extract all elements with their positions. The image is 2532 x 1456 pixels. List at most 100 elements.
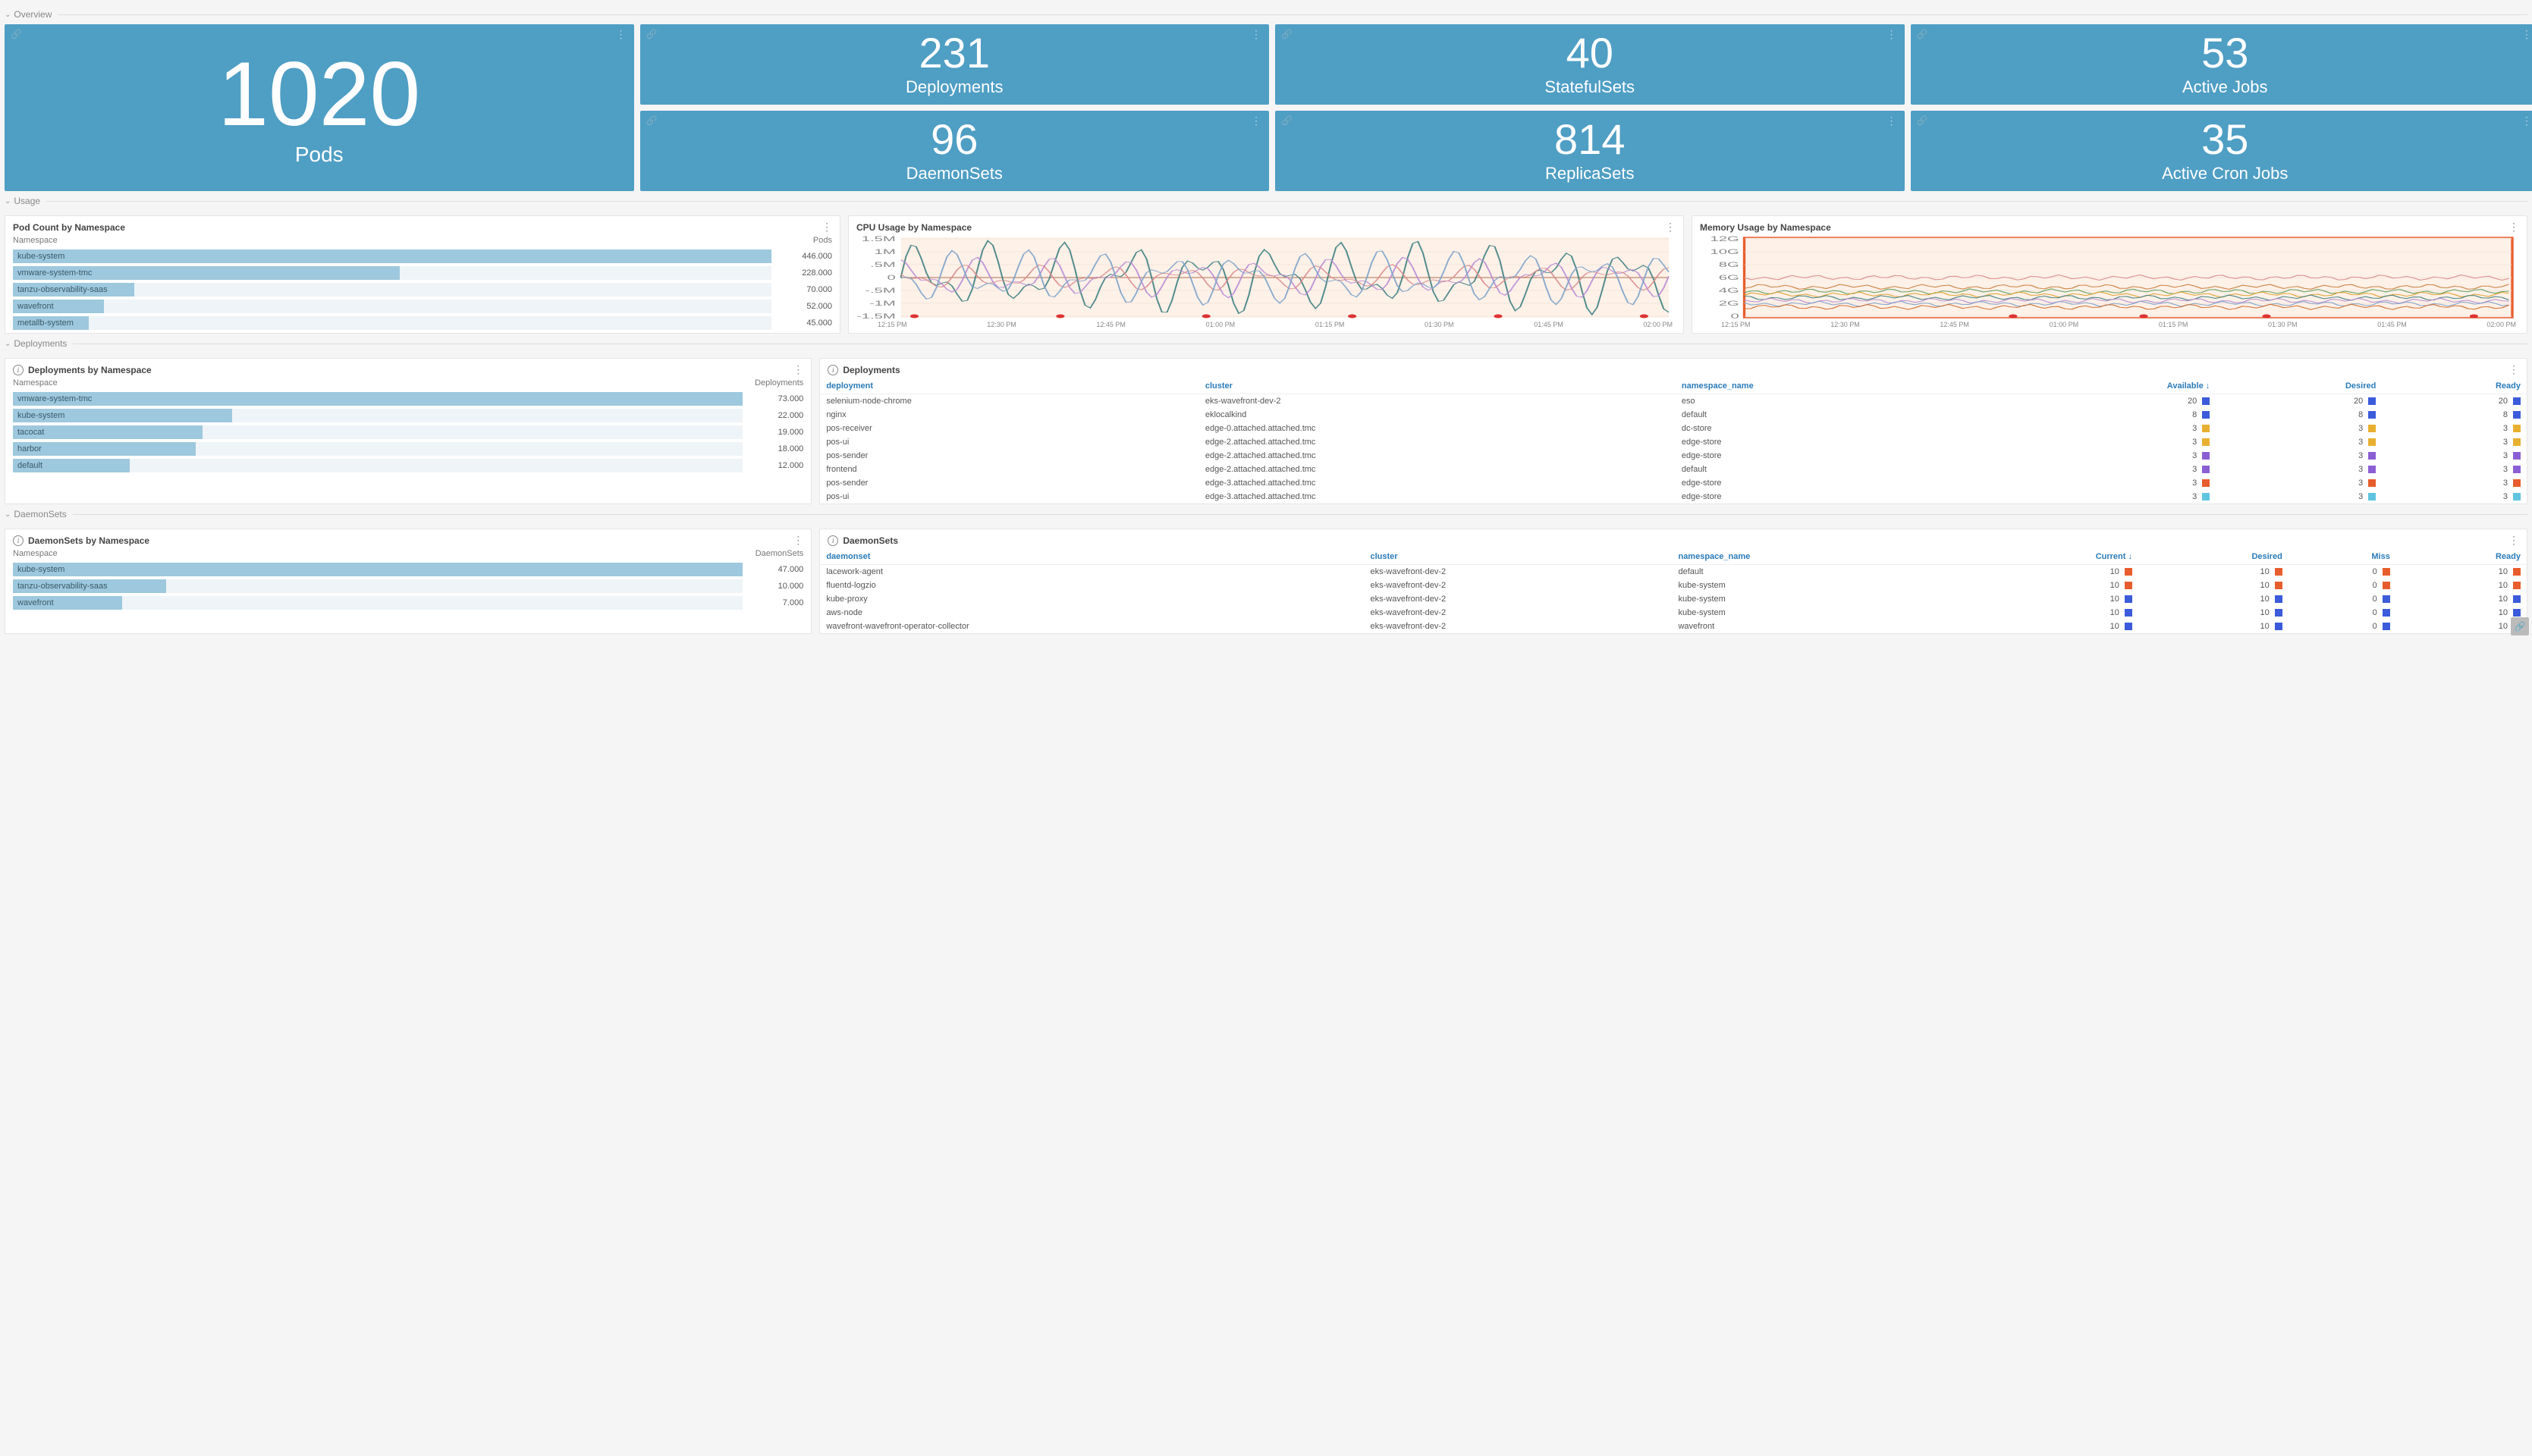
svg-text:-1.5M: -1.5M <box>856 313 896 319</box>
bar-row[interactable]: default12.000 <box>5 457 811 474</box>
bar-row[interactable]: wavefront7.000 <box>5 595 811 611</box>
table-row[interactable]: kube-proxyeks-wavefront-dev-2kube-system… <box>820 592 2527 606</box>
kebab-icon[interactable]: ⋮ <box>1886 115 1897 126</box>
tile-value: 231 <box>919 32 990 74</box>
kebab-icon[interactable]: ⋮ <box>1251 115 1261 126</box>
section-header-usage[interactable]: ⌄ Usage <box>5 191 2527 211</box>
col-header[interactable]: cluster <box>1365 549 1673 565</box>
bar-row[interactable]: tanzu-observability-saas70.000 <box>5 281 840 298</box>
svg-text:.5M: .5M <box>870 262 896 269</box>
table-row[interactable]: pos-uiedge-3.attached.attached.tmcedge-s… <box>820 490 2527 504</box>
bar-row[interactable]: kube-system47.000 <box>5 561 811 578</box>
bar-row[interactable]: tacocat19.000 <box>5 424 811 441</box>
link-icon: 🔗 <box>1281 29 1293 39</box>
chevron-down-icon: ⌄ <box>5 197 11 206</box>
divider <box>46 201 2527 202</box>
table-row[interactable]: selenium-node-chromeeks-wavefront-dev-2e… <box>820 394 2527 409</box>
panel-title: CPU Usage by Namespace <box>849 216 1683 236</box>
overview-grid: 🔗 ⋮ 1020 Pods 🔗 ⋮ 231 Deployments 🔗 ⋮ 40… <box>5 24 2527 191</box>
kebab-icon[interactable]: ⋮ <box>2521 115 2532 126</box>
tile-label: Active Cron Jobs <box>2162 164 2288 184</box>
tile-activecron[interactable]: 🔗 ⋮ 35 Active Cron Jobs <box>1911 111 2532 191</box>
tile-pods[interactable]: 🔗 ⋮ 1020 Pods <box>5 24 634 191</box>
col-header[interactable]: Ready <box>2382 378 2527 394</box>
tile-value: 35 <box>2201 118 2248 161</box>
bar-row[interactable]: harbor18.000 <box>5 441 811 457</box>
section-title: DaemonSets <box>14 509 66 519</box>
col-header[interactable]: daemonset <box>820 549 1364 565</box>
kebab-icon[interactable]: ⋮ <box>1665 221 1676 234</box>
table-row[interactable]: pos-uiedge-2.attached.attached.tmcedge-s… <box>820 435 2527 449</box>
deployments-row: ⋮ i Deployments by Namespace Namespace D… <box>5 358 2527 504</box>
tile-label: Active Jobs <box>2182 77 2268 97</box>
kebab-icon[interactable]: ⋮ <box>2508 534 2519 547</box>
svg-text:8G: 8G <box>1719 262 1739 269</box>
table-row[interactable]: pos-senderedge-3.attached.attached.tmced… <box>820 476 2527 490</box>
panel-title: Memory Usage by Namespace <box>1692 216 2527 236</box>
bar-row[interactable]: metallb-system45.000 <box>5 315 840 331</box>
kebab-icon[interactable]: ⋮ <box>2521 29 2532 39</box>
tile-value: 96 <box>931 118 978 161</box>
kebab-icon[interactable]: ⋮ <box>821 221 832 234</box>
col-header[interactable]: namespace_name <box>1676 378 2003 394</box>
col-header[interactable]: Desired <box>2138 549 2289 565</box>
kebab-icon[interactable]: ⋮ <box>1886 29 1897 39</box>
section-header-overview[interactable]: ⌄ Overview <box>5 5 2527 24</box>
link-icon: 🔗 <box>646 115 658 126</box>
kebab-icon[interactable]: ⋮ <box>1251 29 1261 39</box>
col-header[interactable]: namespace_name <box>1672 549 1967 565</box>
col-header[interactable]: Available ↓ <box>2003 378 2216 394</box>
kebab-icon[interactable]: ⋮ <box>793 534 803 547</box>
daemonsets-table: daemonsetclusternamespace_nameCurrent ↓D… <box>820 549 2527 633</box>
table-row[interactable]: aws-nodeeks-wavefront-dev-2kube-system10… <box>820 606 2527 620</box>
tile-deployments[interactable]: 🔗 ⋮ 231 Deployments <box>640 24 1270 105</box>
info-icon: i <box>13 535 24 546</box>
bar-row[interactable]: vmware-system-tmc73.000 <box>5 391 811 407</box>
col-header[interactable]: Ready <box>2396 549 2527 565</box>
deployments-table: deploymentclusternamespace_nameAvailable… <box>820 378 2527 504</box>
kebab-icon[interactable]: ⋮ <box>793 363 803 376</box>
kebab-icon[interactable]: ⋮ <box>2508 221 2519 234</box>
tile-activejobs[interactable]: 🔗 ⋮ 53 Active Jobs <box>1911 24 2532 105</box>
link-icon: 🔗 <box>646 29 658 39</box>
bar-row[interactable]: wavefront52.000 <box>5 298 840 315</box>
bar-row[interactable]: vmware-system-tmc228.000 <box>5 265 840 281</box>
bar-row[interactable]: tanzu-observability-saas10.000 <box>5 578 811 595</box>
link-icon: 🔗 <box>1281 115 1293 126</box>
tile-label: Pods <box>295 143 344 167</box>
section-header-deployments[interactable]: ⌄ Deployments <box>5 334 2527 353</box>
col-header[interactable]: deployment <box>820 378 1199 394</box>
chevron-down-icon: ⌄ <box>5 340 11 348</box>
table-row[interactable]: pos-senderedge-2.attached.attached.tmced… <box>820 449 2527 463</box>
kebab-icon[interactable]: ⋮ <box>2508 363 2519 376</box>
table-row[interactable]: lacework-agenteks-wavefront-dev-2default… <box>820 565 2527 579</box>
col-header[interactable]: Current ↓ <box>1967 549 2138 565</box>
link-icon[interactable]: 🔗 <box>2511 617 2529 635</box>
col-header[interactable]: cluster <box>1199 378 1676 394</box>
table-row[interactable]: wavefront-wavefront-operator-collectorek… <box>820 620 2527 633</box>
section-header-daemonsets[interactable]: ⌄ DaemonSets <box>5 504 2527 524</box>
table-row[interactable]: frontendedge-2.attached.attached.tmcdefa… <box>820 463 2527 476</box>
kebab-icon[interactable]: ⋮ <box>616 29 627 39</box>
panel-daemonsets-ns: ⋮ i DaemonSets by Namespace Namespace Da… <box>5 529 812 634</box>
col-header[interactable]: Miss <box>2289 549 2396 565</box>
panel-cpu-usage: ⋮ CPU Usage by Namespace 1.5M1M.5M0-.5M-… <box>848 215 1684 334</box>
divider <box>73 514 2527 515</box>
col-right: Deployments <box>755 378 803 388</box>
bar-list: kube-system446.000vmware-system-tmc228.0… <box>5 248 840 331</box>
bar-row[interactable]: kube-system22.000 <box>5 407 811 424</box>
svg-text:4G: 4G <box>1719 287 1739 295</box>
table-row[interactable]: nginxeklocalkinddefault8 8 8 <box>820 408 2527 422</box>
tile-statefulsets[interactable]: 🔗 ⋮ 40 StatefulSets <box>1275 24 1905 105</box>
bar-row[interactable]: kube-system446.000 <box>5 248 840 265</box>
tile-daemonsets[interactable]: 🔗 ⋮ 96 DaemonSets <box>640 111 1270 191</box>
usage-row: ⋮ Pod Count by Namespace Namespace Pods … <box>5 215 2527 334</box>
table-row[interactable]: fluentd-logzioeks-wavefront-dev-2kube-sy… <box>820 579 2527 592</box>
col-right: DaemonSets <box>756 549 804 558</box>
panel-title: Pod Count by Namespace <box>5 216 840 236</box>
col-header[interactable]: Desired <box>2216 378 2382 394</box>
divider <box>58 14 2527 15</box>
table-row[interactable]: pos-receiveredge-0.attached.attached.tmc… <box>820 422 2527 435</box>
panel-title-text: DaemonSets <box>843 535 898 546</box>
tile-replicasets[interactable]: 🔗 ⋮ 814 ReplicaSets <box>1275 111 1905 191</box>
